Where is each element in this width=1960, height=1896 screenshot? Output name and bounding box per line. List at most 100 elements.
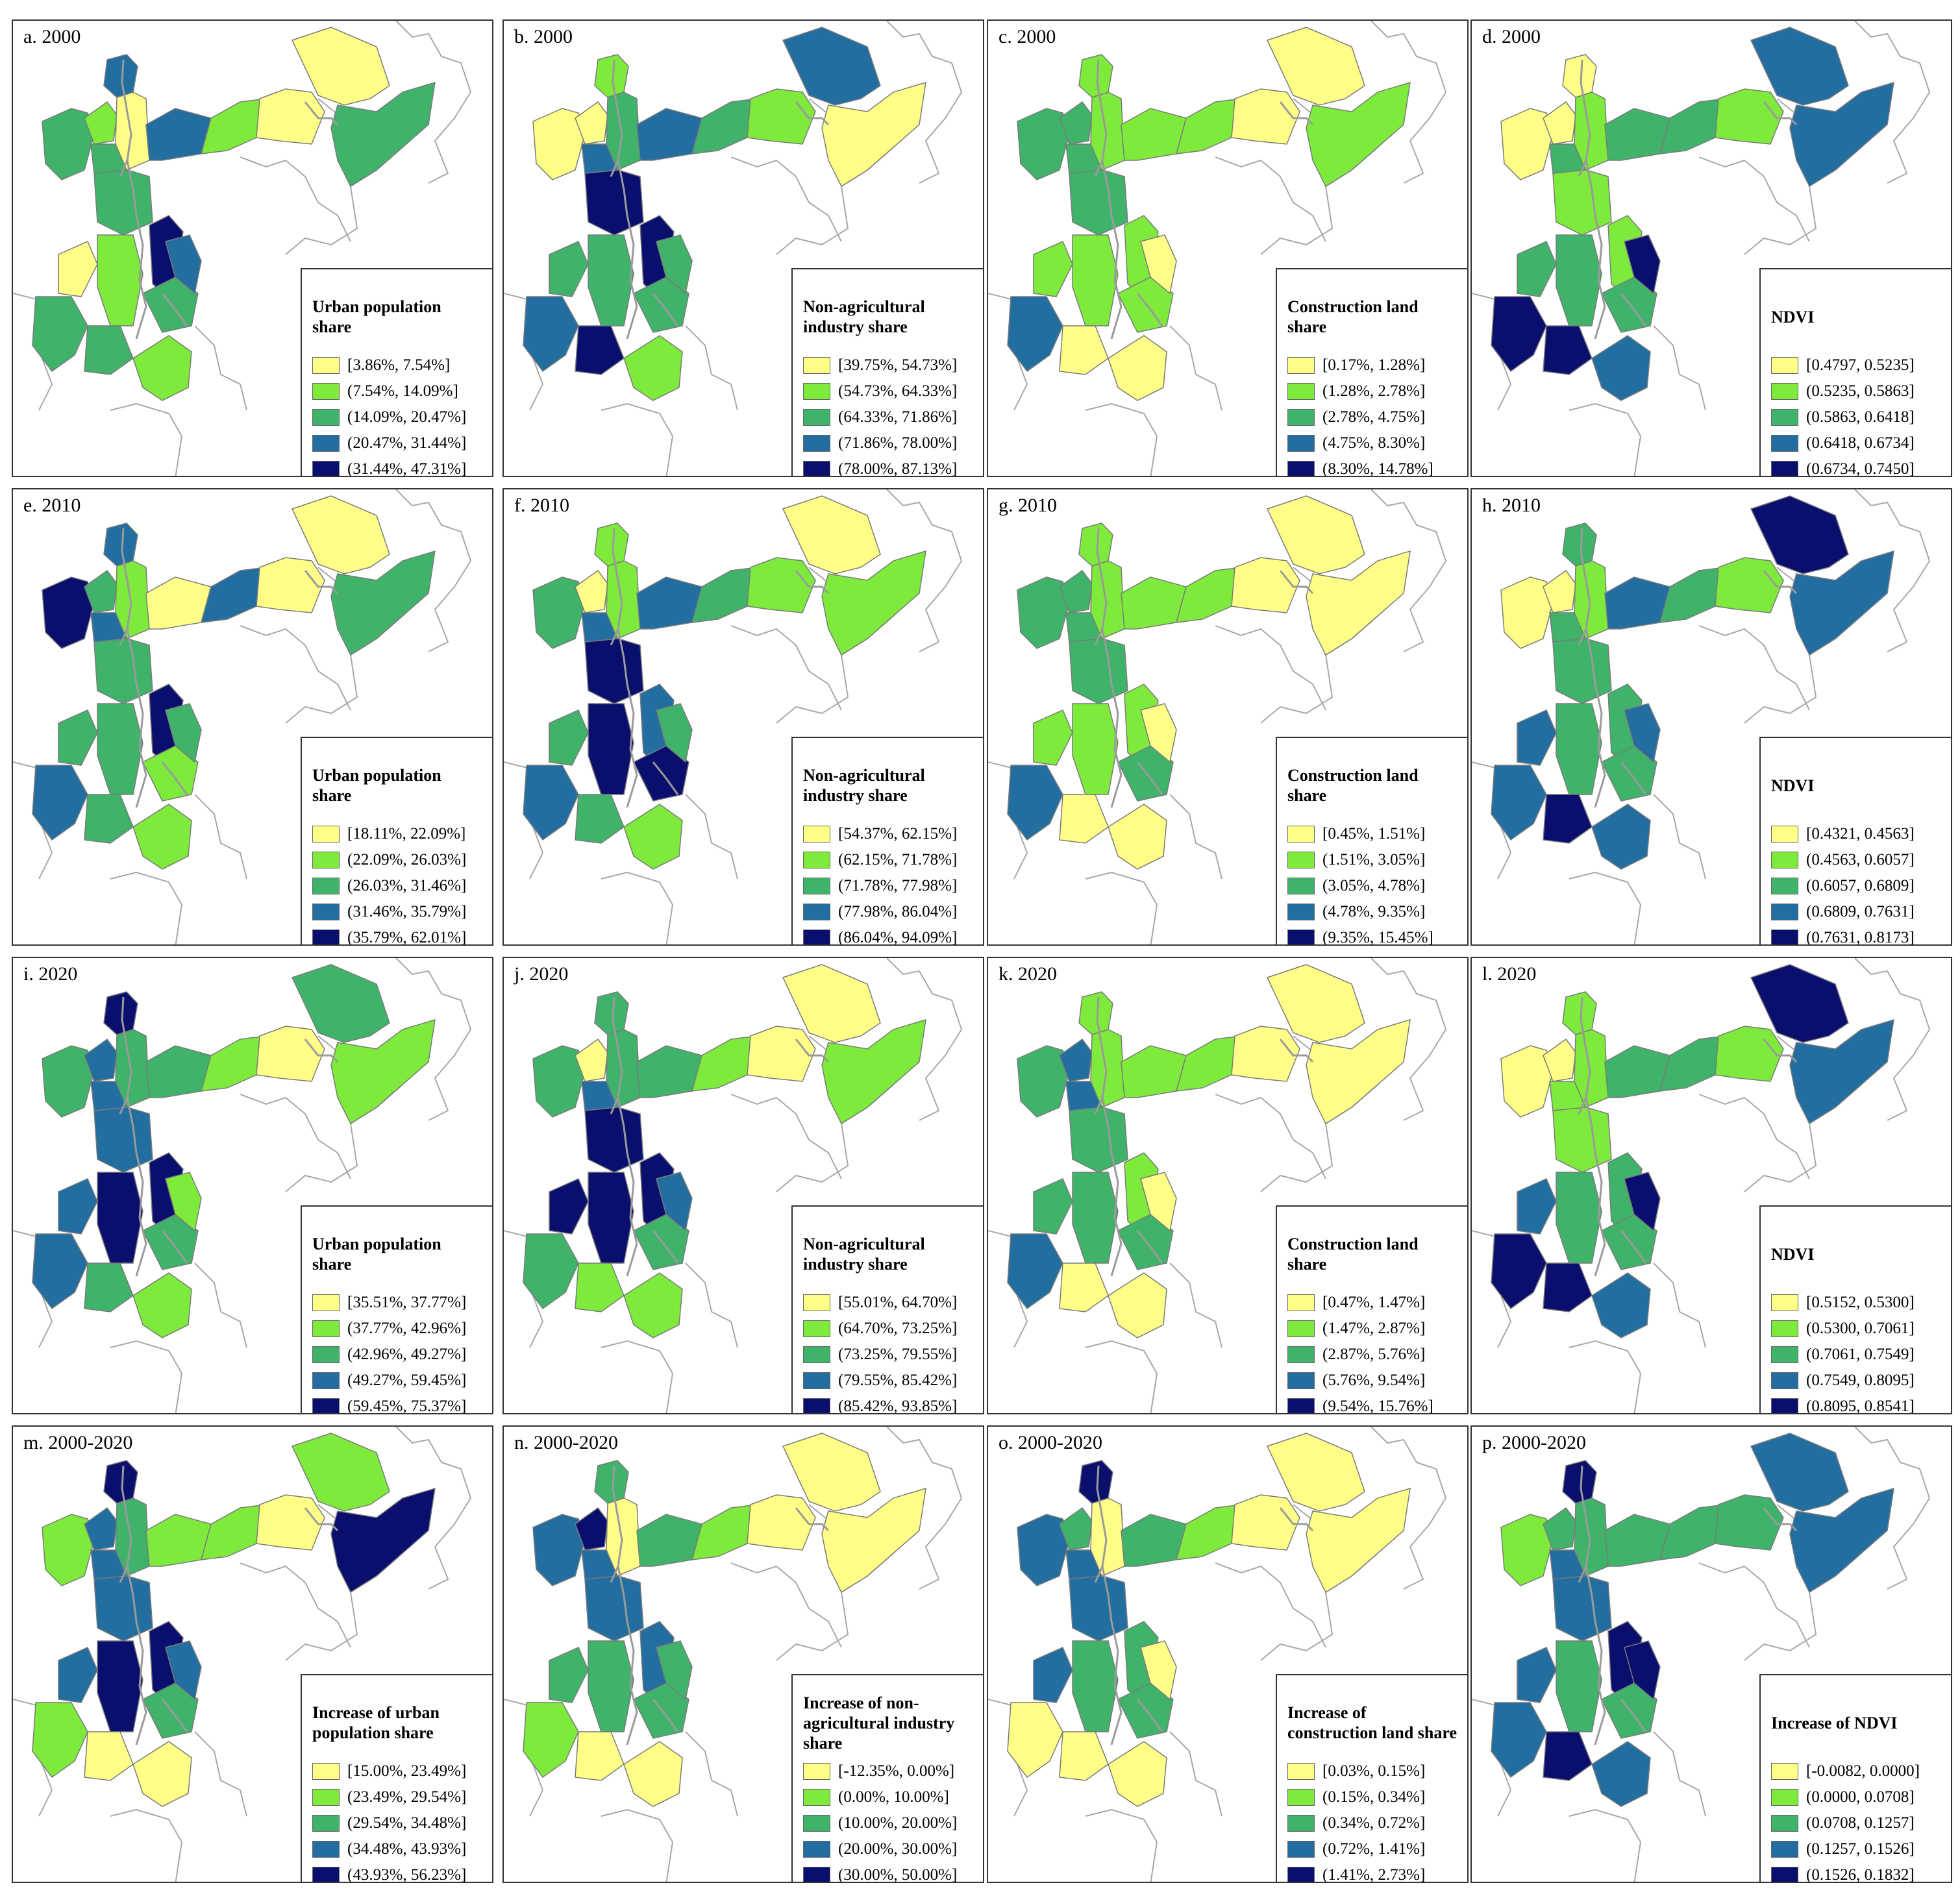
county-region	[93, 168, 153, 236]
legend-item: (0.7631, 0.8173]	[1771, 925, 1942, 946]
county-region	[1562, 54, 1597, 98]
county-region	[523, 1702, 579, 1779]
county-region	[1543, 1507, 1576, 1551]
county-region	[1059, 1038, 1093, 1082]
county-region	[575, 1507, 608, 1551]
county-region	[165, 1172, 202, 1232]
legend-label: (20.47%, 31.44%]	[347, 434, 467, 452]
county-region	[1078, 54, 1113, 98]
legend-swatch	[1287, 1763, 1315, 1780]
legend-swatch	[1287, 878, 1315, 894]
county-region	[1591, 335, 1651, 401]
neighbor-boundary	[601, 871, 674, 944]
legend-swatch	[1287, 1398, 1315, 1413]
county-region	[165, 1640, 202, 1701]
legend: Increase of NDVI [-0.0082, 0.0000] (0.0000…	[1759, 1674, 1951, 1882]
legend-label: (62.15%, 71.78%]	[838, 851, 958, 868]
legend-swatch	[1287, 1372, 1315, 1389]
county-region	[747, 88, 816, 145]
legend-label: (0.6418, 0.6734]	[1806, 434, 1915, 452]
legend-swatch	[312, 383, 340, 400]
county-region	[1715, 88, 1784, 145]
legend: Increase of urban population share [15.00…	[301, 1674, 492, 1882]
county-region	[1549, 1081, 1587, 1111]
legend-label: (26.03%, 31.46%]	[347, 877, 467, 894]
county-region	[1231, 1026, 1300, 1082]
county-region	[1624, 703, 1661, 763]
river-line	[126, 628, 147, 808]
legend-label: (0.6734, 0.7450]	[1806, 460, 1915, 477]
county-region	[1072, 1172, 1119, 1264]
county-region	[1659, 567, 1726, 623]
county-region	[1715, 1026, 1784, 1082]
county-region	[1231, 88, 1300, 145]
legend-item: [0.4797, 0.5235]	[1771, 352, 1942, 378]
river-line	[610, 528, 623, 646]
legend-title: Increase of non-agricultural industry sh…	[803, 1693, 955, 1753]
neighbor-boundary	[194, 325, 247, 411]
legend-label: (34.48%, 43.93%]	[347, 1840, 467, 1858]
county-region	[84, 569, 118, 613]
legend-title: Construction land share	[1287, 766, 1419, 805]
river-line	[304, 570, 339, 595]
legend-swatch	[803, 1372, 830, 1389]
choropleth-map	[1472, 21, 1931, 476]
legend-item: (0.0708, 0.1257]	[1771, 1810, 1942, 1836]
county-region	[1266, 27, 1365, 106]
county-region	[32, 1233, 88, 1310]
river-line	[119, 1465, 132, 1583]
legend-item: (0.34%, 0.72%]	[1287, 1810, 1458, 1836]
county-region	[165, 703, 202, 763]
county-region	[1750, 1433, 1849, 1512]
river-line	[304, 1039, 339, 1063]
county-region	[1491, 765, 1547, 841]
legend-item: (71.86%, 78.00%]	[803, 430, 974, 456]
legend-item: (1.41%, 2.73%]	[1287, 1862, 1458, 1882]
panel-label: a. 2000	[23, 26, 81, 47]
river-line	[1136, 1699, 1163, 1732]
legend-swatch	[1287, 1841, 1315, 1858]
legend-swatch	[312, 1320, 340, 1337]
legend-swatch	[1771, 357, 1798, 374]
river-line	[126, 160, 147, 339]
legend-swatch	[1771, 383, 1798, 400]
river-line	[610, 996, 623, 1114]
county-region	[84, 794, 134, 844]
legend-title: Construction land share	[1287, 297, 1419, 336]
county-region	[1108, 804, 1167, 870]
neighbor-boundary	[395, 489, 472, 652]
legend-label: (0.7631, 0.8173]	[1806, 929, 1915, 946]
county-region	[1078, 1460, 1113, 1504]
legend-label: (1.47%, 2.87%]	[1322, 1320, 1426, 1337]
county-region	[1065, 612, 1103, 643]
neighbor-boundary	[886, 1427, 963, 1590]
legend-label: (9.54%, 15.76%]	[1322, 1397, 1433, 1414]
legend-item: (0.4563, 0.6057]	[1771, 847, 1942, 873]
county-region	[200, 98, 267, 154]
river-line	[304, 1507, 339, 1532]
legend-label: [0.17%, 1.28%]	[1322, 356, 1426, 374]
county-region	[291, 495, 390, 574]
county-region	[821, 81, 926, 188]
county-region	[532, 576, 586, 649]
legend-label: (2.87%, 5.76%]	[1322, 1346, 1426, 1363]
legend-item: (14.09%, 20.47%]	[312, 404, 483, 430]
county-region	[821, 1487, 926, 1594]
neighbor-boundary	[1085, 402, 1158, 476]
panel-label: c. 2000	[999, 26, 1056, 47]
county-region	[200, 567, 267, 623]
map-panel: l. 2020 NDVI [0.5152, 0.5300] (0.5300, 0.70…	[1470, 957, 1952, 1414]
panel-label: d. 2000	[1482, 26, 1541, 47]
legend: Non-agricultural industry share [55.01%, …	[791, 1205, 983, 1413]
legend: Construction land share [0.45%, 1.51%] (1.…	[1276, 737, 1467, 944]
county-region	[691, 1035, 758, 1092]
legend-item: [39.75%, 54.73%]	[803, 352, 974, 378]
legend-swatch	[803, 1763, 830, 1780]
county-region	[1543, 1262, 1593, 1312]
river-line	[1136, 293, 1163, 326]
county-region	[1017, 576, 1070, 649]
county-region	[291, 27, 390, 106]
legend-label: [-0.0082, 0.0000]	[1806, 1762, 1920, 1780]
legend-swatch	[1771, 826, 1798, 843]
legend-title: Increase of construction land share	[1287, 1703, 1457, 1742]
